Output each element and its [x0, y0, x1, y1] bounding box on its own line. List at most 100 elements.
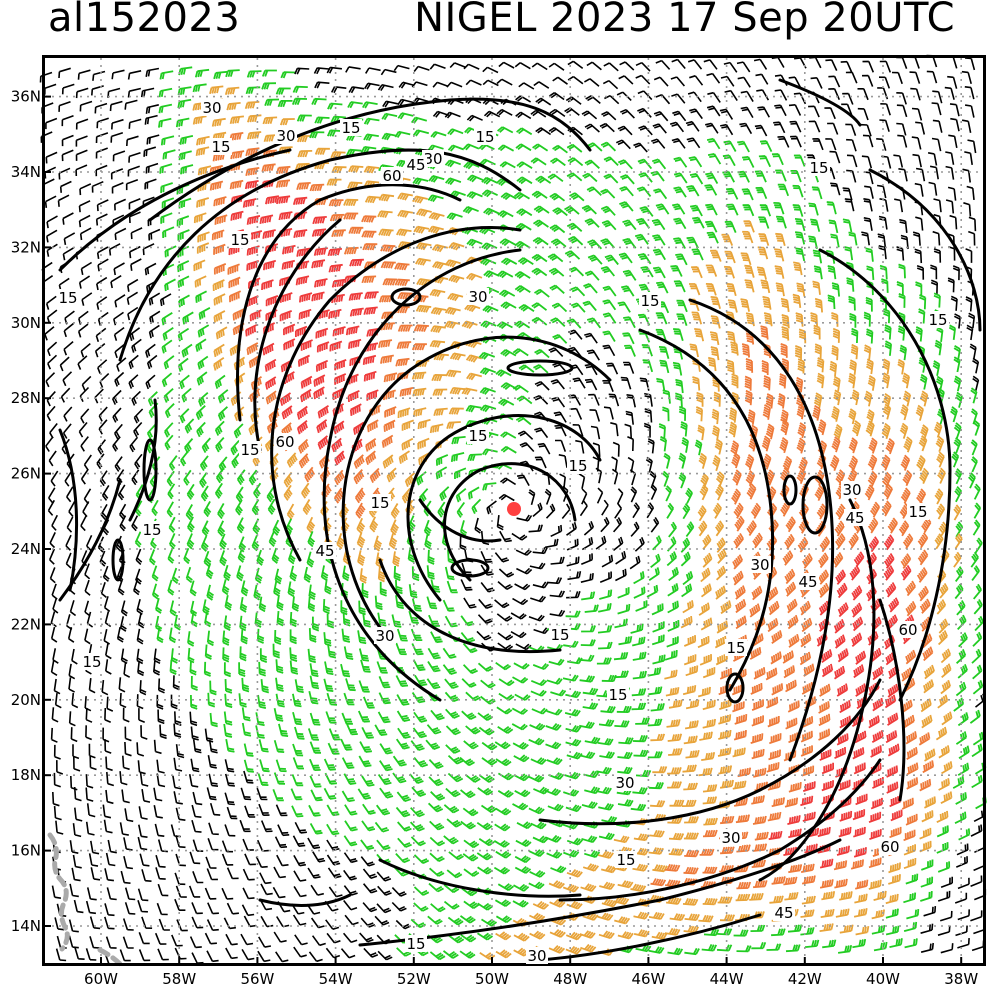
wind-barb-683: [432, 261, 449, 270]
wind-barb-1363: [779, 436, 789, 454]
wind-barb-2513: [702, 784, 718, 793]
wind-barb-2271: [328, 728, 341, 741]
wind-barb-494: [966, 185, 975, 200]
wind-barb-1698: [868, 536, 880, 553]
wind-barb-3011: [750, 924, 766, 932]
wind-barb-1143: [778, 373, 787, 389]
wind-barb-2149: [119, 692, 127, 709]
wind-barb-1691: [752, 532, 763, 549]
wind-barb-2808: [106, 887, 117, 901]
wind-barb-917: [676, 313, 688, 326]
wind-barb-2175: [565, 690, 582, 699]
wind-barb-1629: [630, 521, 640, 537]
wind-barb-2293: [702, 718, 716, 729]
wind-barb-2634: [890, 809, 903, 822]
wind-barb-1324: [114, 456, 123, 472]
wind-barb-2831: [497, 883, 514, 891]
wind-barb-2896: [665, 896, 682, 905]
wind-barb-2409: [800, 745, 813, 757]
wind-barb-1204: [882, 393, 892, 410]
contour-label-bg-11: [639, 292, 661, 309]
wind-barb-2647: [175, 835, 186, 849]
wind-contour-closed-5: [725, 672, 745, 704]
wind-barb-463: [427, 194, 444, 203]
wind-barb-1908: [698, 602, 710, 616]
wind-barb-615: [213, 243, 226, 255]
wind-barb-1651: [65, 552, 72, 569]
wind-barb-549: [963, 202, 972, 217]
wind-barb-1682: [595, 535, 607, 550]
wind-barb-2318: [192, 739, 202, 754]
wind-barb-3035: [225, 947, 238, 960]
wind-barb-831: [149, 310, 161, 324]
wind-barb-2832: [513, 883, 530, 892]
wind-barb-2809: [124, 887, 136, 901]
wind-barb-27: [498, 61, 515, 69]
wind-barb-542: [844, 198, 855, 212]
wind-barb-1054: [196, 371, 208, 386]
wind-barb-1758: [953, 551, 962, 568]
wind-barb-55: [44, 83, 57, 95]
wind-barb-1533: [864, 484, 875, 501]
wind-barb-2827: [428, 882, 444, 893]
wind-barb-867: [762, 295, 772, 310]
wind-barb-871: [827, 294, 836, 310]
wind-barb-2855: [905, 873, 919, 885]
wind-barb-485: [811, 186, 823, 200]
wind-barb-163: [944, 86, 955, 100]
wind-barb-2968: [957, 909, 970, 921]
wind-barb-476: [653, 188, 668, 200]
wind-barb-86: [567, 75, 584, 85]
wind-barb-1180: [465, 404, 482, 413]
wind-barb-794: [447, 292, 464, 302]
wind-barb-1373: [953, 437, 962, 454]
wind-barb-603: [949, 214, 958, 230]
wind-barb-2205: [138, 708, 145, 723]
wind-barb-1696: [835, 533, 846, 550]
wind-barb-1267: [80, 436, 89, 452]
contour-label-24: 30: [750, 556, 769, 574]
wind-barb-2767: [343, 869, 357, 881]
wind-barb-1932: [168, 627, 177, 644]
wind-barb-2450: [564, 771, 581, 780]
wind-barb-423: [689, 173, 704, 185]
wind-barb-1328: [180, 450, 189, 467]
wind-barb-989: [966, 324, 974, 341]
longitude-axis: 60W 58W 56W 54W 52W 50W 48W 46W 44W 42W 40W 38W: [84, 957, 978, 988]
lon-label-48W: 48W: [553, 970, 587, 988]
wind-barb-1181: [480, 404, 497, 413]
wind-barb-2174: [550, 689, 567, 697]
wind-barb-2726: [584, 850, 601, 858]
wind-barb-262: [754, 124, 768, 137]
wind-barb-2010: [563, 640, 579, 648]
wind-barb-2354: [800, 730, 813, 743]
wind-barb-2281: [497, 725, 514, 734]
wind-barb-2210: [223, 711, 233, 726]
wind-barb-100: [810, 77, 823, 89]
wind-barb-30: [548, 62, 565, 71]
wind-barb-619: [282, 244, 296, 255]
wind-barb-2074: [715, 653, 728, 666]
wind-barb-2925: [223, 917, 236, 930]
wind-barb-323: [862, 134, 874, 148]
wind-barb-2852: [854, 879, 869, 890]
wind-barb-2506: [584, 786, 601, 795]
wind-barb-83: [518, 82, 535, 90]
wind-barb-2196: [923, 679, 935, 694]
wind-barb-147: [671, 93, 686, 104]
wind-barb-755: [724, 265, 735, 279]
wind-barb-2429: [208, 773, 219, 787]
wind-barb-1362: [761, 435, 771, 452]
wind-barb-1136: [656, 377, 666, 392]
wind-barb-2099: [209, 680, 217, 696]
wind-barb-2905: [821, 891, 836, 901]
wind-barb-520: [462, 206, 479, 214]
wind-barb-2145: [54, 693, 62, 709]
wind-barb-1837: [426, 596, 438, 610]
wind-barb-942: [161, 339, 173, 354]
wind-barb-186: [397, 112, 414, 120]
wind-barb-56: [61, 83, 75, 95]
wind-barb-780: [213, 293, 226, 306]
wind-barb-2043: [189, 660, 197, 676]
wind-barb-806: [656, 281, 669, 294]
